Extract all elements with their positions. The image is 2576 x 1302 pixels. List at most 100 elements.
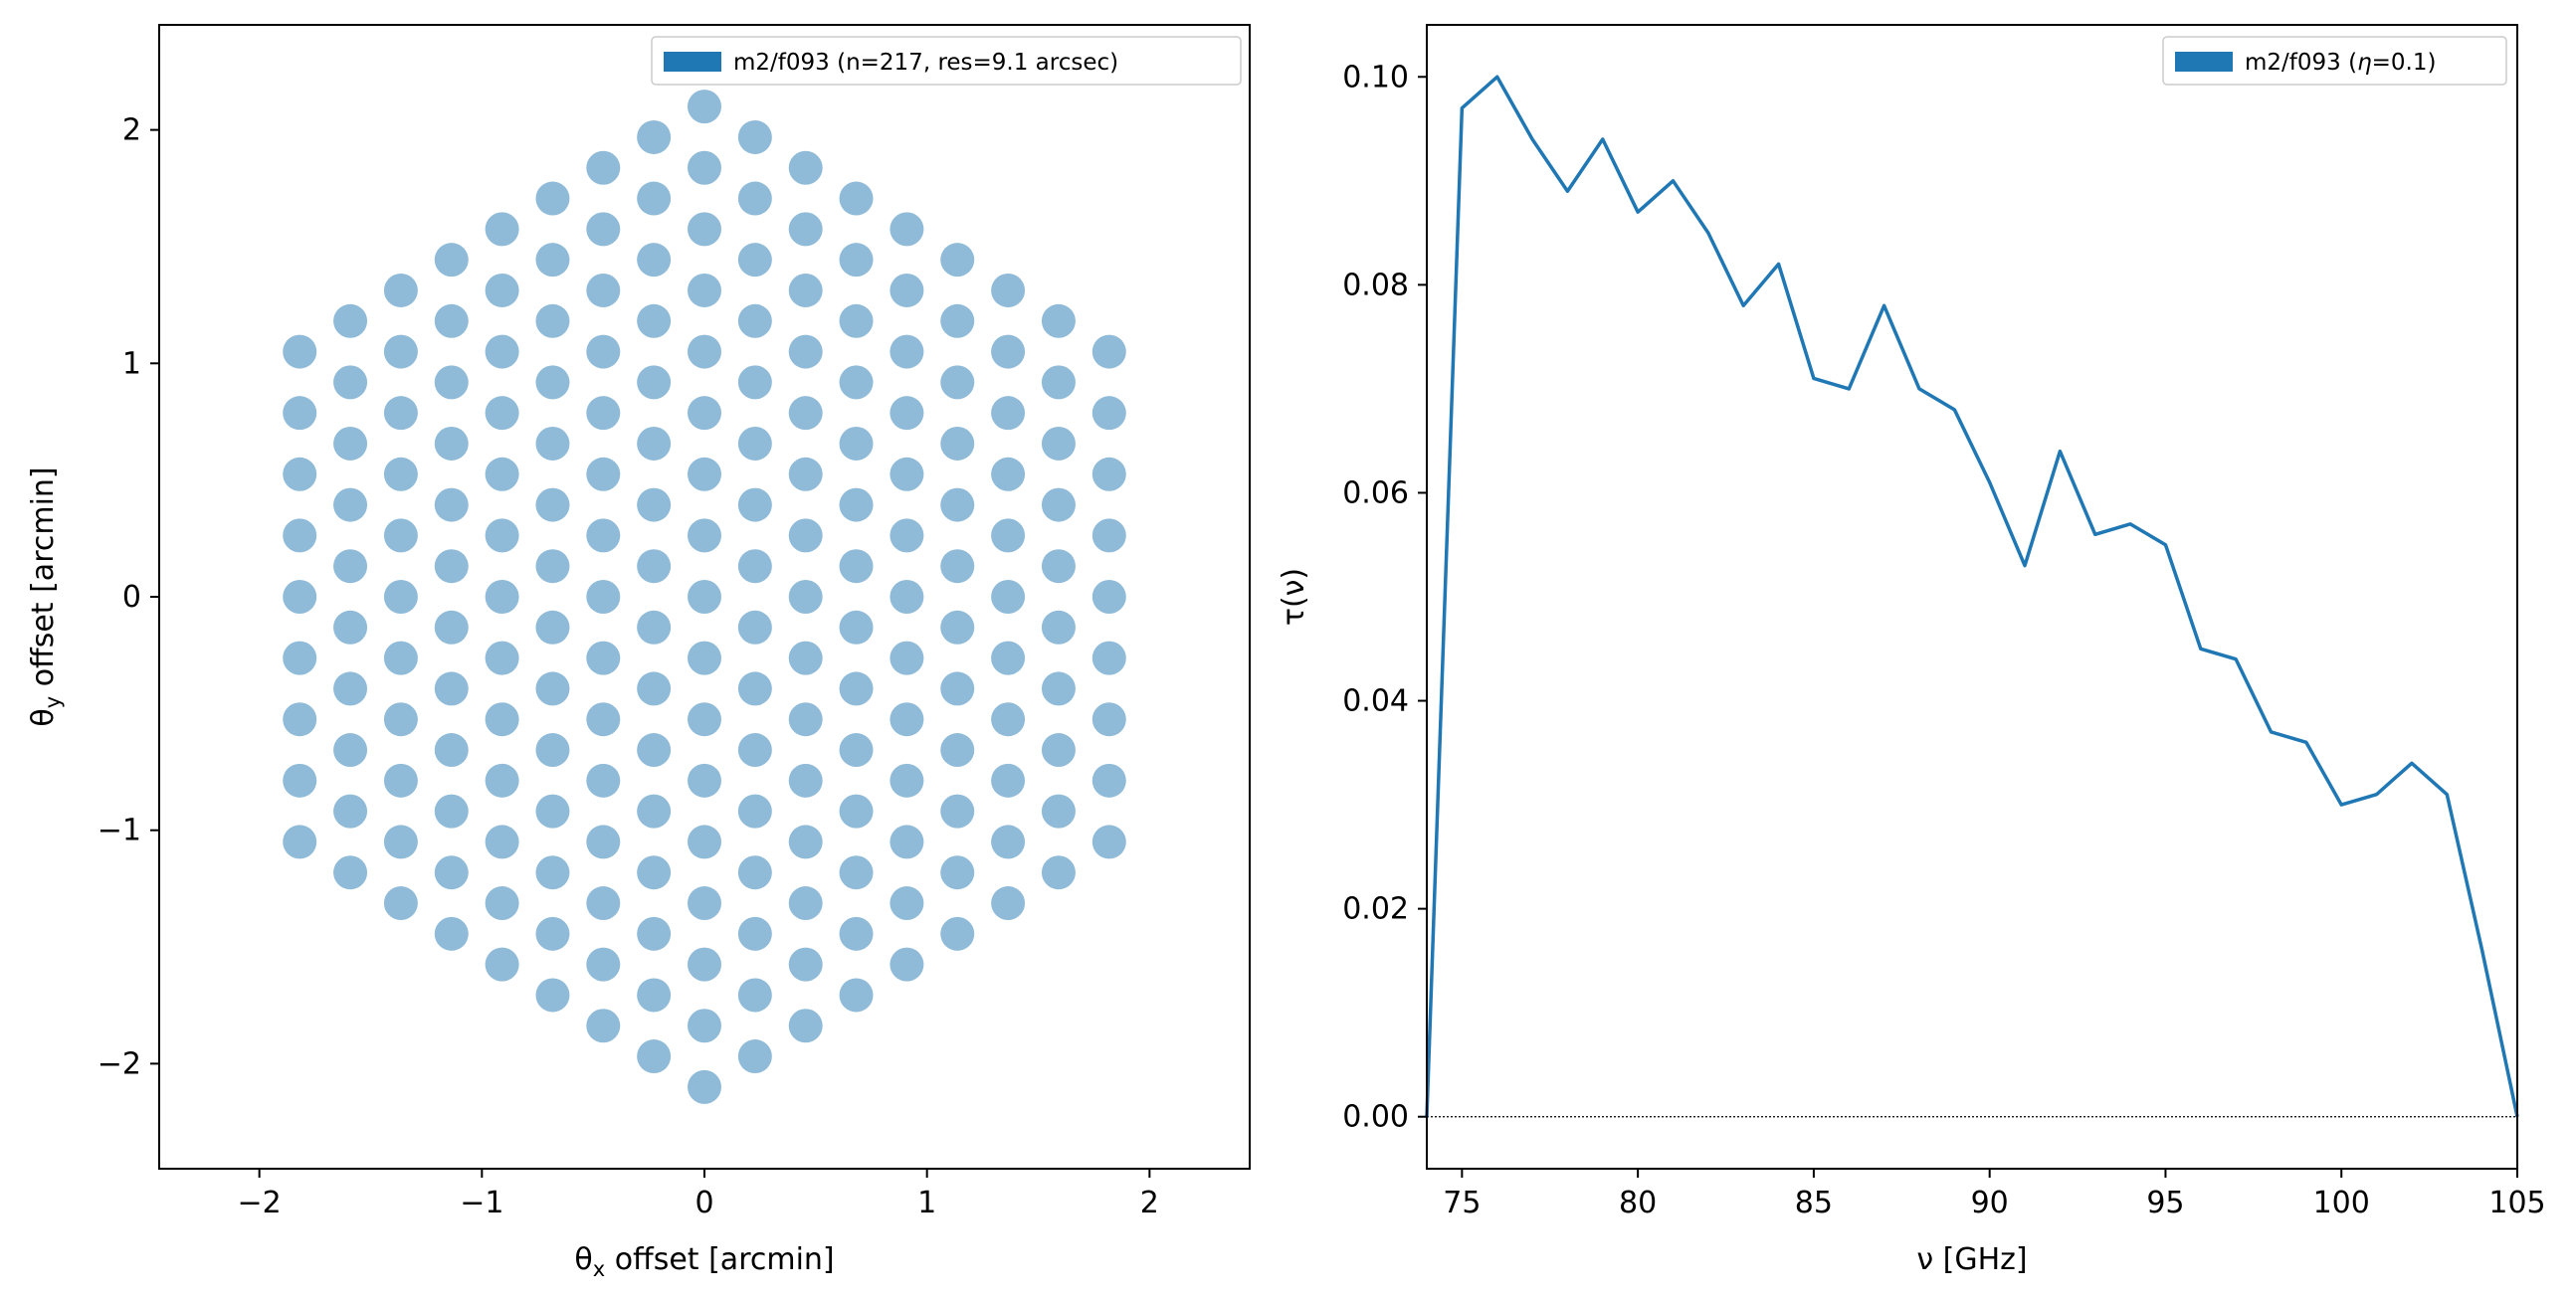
detector-point [1091, 580, 1126, 614]
detector-point [434, 916, 469, 951]
detector-point [333, 855, 368, 890]
detector-point [434, 855, 469, 890]
detector-point [586, 1009, 621, 1043]
detector-point [637, 487, 672, 522]
detector-point [737, 549, 772, 584]
detector-point [1041, 365, 1076, 400]
detector-point [991, 518, 1026, 553]
transmission-panel: 75 80 85 90 95 100 105 0.00 0.02 0.04 0.06 0.08 0.1… [1277, 24, 2546, 1277]
detector-point [434, 549, 469, 584]
detector-point [737, 794, 772, 829]
detector-point [940, 426, 975, 461]
detector-point [1041, 794, 1076, 829]
detector-point [535, 549, 570, 584]
detector-point [688, 763, 721, 798]
detector-point [890, 273, 924, 307]
right-y-tick-label: 0.06 [1342, 475, 1409, 510]
detector-point [637, 181, 672, 216]
detector-point [890, 641, 924, 675]
detector-point [1091, 334, 1126, 369]
detector-point [788, 150, 823, 185]
detector-point [283, 702, 317, 737]
detector-point [637, 303, 672, 338]
detector-point [586, 641, 621, 675]
detector-point [637, 733, 672, 768]
right-legend: m2/f093 (η=0.1) [2162, 36, 2507, 86]
detector-point [788, 947, 823, 982]
tau-series-line [1425, 75, 2519, 1118]
detector-point [737, 181, 772, 216]
detector-point [637, 610, 672, 645]
right-x-tick-label: 95 [2146, 1186, 2184, 1220]
detector-point [737, 243, 772, 278]
detector-point [688, 212, 721, 247]
detector-point [283, 580, 317, 614]
detector-point [283, 457, 317, 491]
left-y-tick-label: −1 [98, 814, 141, 848]
detector-point [890, 763, 924, 798]
right-y-ticks: 0.00 0.02 0.04 0.06 0.08 0.10 [1342, 60, 1427, 1135]
detector-point [637, 119, 672, 154]
detector-point [839, 671, 874, 706]
tau-series-points [1426, 77, 2518, 1117]
right-y-tick-label: 0.04 [1342, 684, 1409, 719]
left-y-tick-label: 0 [122, 580, 141, 615]
detector-point [737, 303, 772, 338]
detector-point [788, 1009, 823, 1043]
left-legend: m2/f093 (n=217, res=9.1 arcsec) [651, 36, 1242, 86]
detector-point [788, 334, 823, 369]
detector-point [788, 825, 823, 859]
detector-point [535, 426, 570, 461]
detector-point [333, 733, 368, 768]
detector-point [737, 855, 772, 890]
left-y-tick-label: −2 [98, 1046, 141, 1081]
detector-point [333, 610, 368, 645]
detector-points [283, 90, 1126, 1104]
right-legend-box [2162, 36, 2507, 86]
detector-point [586, 518, 621, 553]
detector-point [940, 610, 975, 645]
detector-point [283, 825, 317, 859]
detector-point [788, 457, 823, 491]
detector-point [940, 549, 975, 584]
detector-point [333, 487, 368, 522]
right-x-tick-label: 105 [2488, 1186, 2545, 1220]
detector-point [839, 365, 874, 400]
right-y-tick-label: 0.08 [1342, 268, 1409, 302]
detector-point [535, 181, 570, 216]
detector-point [737, 119, 772, 154]
detector-point [485, 825, 519, 859]
detector-point [485, 518, 519, 553]
detector-point [940, 794, 975, 829]
detector-point [586, 457, 621, 491]
detector-point [1041, 733, 1076, 768]
detector-point [688, 702, 721, 737]
detector-point [485, 702, 519, 737]
detector-point [586, 825, 621, 859]
left-y-axis-label: θy offset [arcmin] [26, 466, 65, 726]
detector-point [839, 243, 874, 278]
detector-point [688, 396, 721, 431]
detector-point [688, 825, 721, 859]
detector-point [333, 426, 368, 461]
right-axes-frame [1426, 24, 2518, 1170]
detector-point [383, 641, 418, 675]
left-y-tick-label: 1 [122, 346, 141, 381]
detector-point [839, 794, 874, 829]
detector-point [1091, 396, 1126, 431]
detector-point [737, 426, 772, 461]
detector-layout-panel: −2 −1 0 1 2 −2 −1 0 1 2 θx offset [arcmin] θy of… [26, 24, 1251, 1281]
detector-point [535, 733, 570, 768]
left-legend-swatch [664, 52, 721, 72]
detector-point [535, 303, 570, 338]
detector-point [586, 947, 621, 982]
detector-point [839, 426, 874, 461]
detector-point [586, 273, 621, 307]
detector-point [688, 518, 721, 553]
detector-point [890, 334, 924, 369]
detector-point [485, 457, 519, 491]
left-y-ticks: −2 −1 0 1 2 [98, 113, 159, 1081]
detector-point [485, 273, 519, 307]
detector-point [535, 916, 570, 951]
detector-point [434, 610, 469, 645]
